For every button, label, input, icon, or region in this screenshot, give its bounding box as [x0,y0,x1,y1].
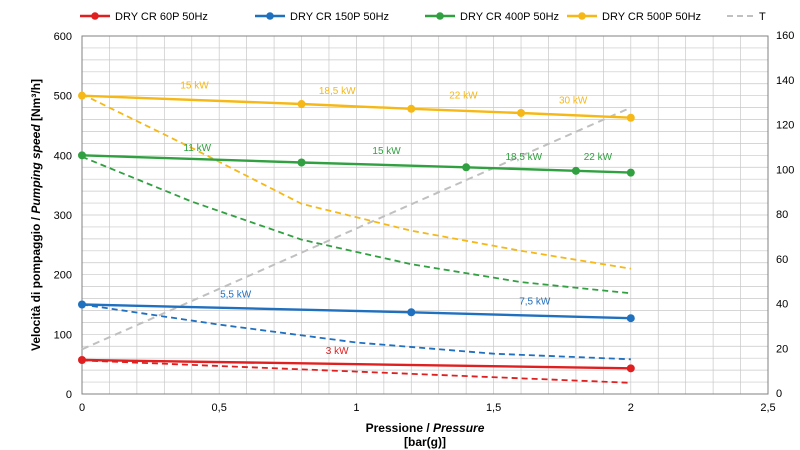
legend: DRY CR 60P 50Hz DRY CR 150P 50Hz DRY CR 40… [80,11,766,23]
speed-marker [407,308,416,317]
power-label: 22 kW [449,91,478,102]
y2-tick-label: 140 [776,75,794,87]
legend-entry: DRY CR 60P 50Hz [115,11,208,23]
power-label: 22 kW [584,152,613,163]
x-tick-label: 0,5 [212,402,227,414]
legend-entry: DRY CR 500P 50Hz [602,11,701,23]
y-tick-label: 600 [54,31,72,43]
power-label: 11 kW [183,143,211,154]
speed-marker [626,168,635,177]
speed-marker [571,166,580,175]
y-tick-label: 200 [54,270,72,282]
legend-swatch-marker [266,12,274,20]
y2-tick-label: 100 [776,164,794,176]
y-tick-label: 400 [54,150,72,162]
speed-marker [78,300,86,309]
power-label: 15 kW [180,81,209,92]
x-tick-label: 2,5 [760,402,775,414]
plot-frame [81,35,769,395]
power-line-series-1 [81,303,631,361]
speed-marker [517,108,526,117]
y-axis-title: Velocità di pompaggio / Pumping speed [N… [29,79,43,351]
power-label: 15 kW [372,146,401,157]
x-tick-label: 2 [628,402,634,414]
speed-marker [297,100,306,109]
legend-entry: DRY CR 150P 50Hz [290,11,389,23]
speed-lines-layer [78,91,635,373]
y2-tick-label: 120 [776,120,794,132]
tick-labels: 0 0,5 1 1,5 2 2,50100200300400500600020406080… [54,30,795,414]
power-labels-layer: 3 kW 5,5 kW 7,5 kW 11 kW 15 kW 18,5 kW 22 kW 15… [180,81,612,358]
speed-marker [78,151,86,160]
power-lines-layer [81,93,631,384]
y-tick-label: 300 [54,210,72,222]
power-label: 3 kW [326,346,349,357]
grid [82,36,768,394]
speed-marker [78,91,86,100]
temperature-line-layer [81,106,632,351]
y2-tick-label: 0 [776,388,782,400]
y2-tick-label: 160 [776,30,794,42]
legend-entry: T [759,11,766,23]
y-tick-label: 0 [66,389,72,401]
legend-swatch-marker [91,12,99,20]
x-axis-title: Pressione / Pressure [366,421,485,435]
legend-entry: DRY CR 400P 50Hz [460,11,559,23]
speed-marker [297,158,306,167]
speed-marker [626,314,635,323]
x-axis-unit: [bar(g)] [404,435,446,449]
power-line-series-3 [81,93,631,270]
power-line-series-0 [81,359,631,384]
speed-line-series-0 [81,358,631,370]
y2-tick-label: 80 [776,209,788,221]
speed-marker [462,163,471,172]
speed-marker [78,355,86,364]
power-label: 18,5 kW [505,152,542,163]
y-tick-label: 100 [54,329,72,341]
x-tick-label: 0 [79,402,85,414]
power-label: 30 kW [559,95,588,106]
speed-marker [407,104,416,113]
legend-swatch-marker [436,12,444,20]
x-tick-label: 1,5 [486,402,501,414]
axes [81,35,769,395]
y2-tick-label: 40 [776,299,788,311]
power-line-series-2 [81,155,631,295]
speed-marker [626,364,635,373]
temperature-line [81,106,632,351]
y2-tick-label: 20 [776,343,788,355]
y-tick-label: 500 [54,91,72,103]
power-label: 5,5 kW [220,289,252,300]
y2-tick-label: 60 [776,254,788,266]
power-label: 18,5 kW [319,86,356,97]
speed-marker [626,113,635,122]
legend-swatch-marker [578,12,586,20]
x-tick-label: 1 [353,402,359,414]
power-label: 7,5 kW [519,297,551,308]
